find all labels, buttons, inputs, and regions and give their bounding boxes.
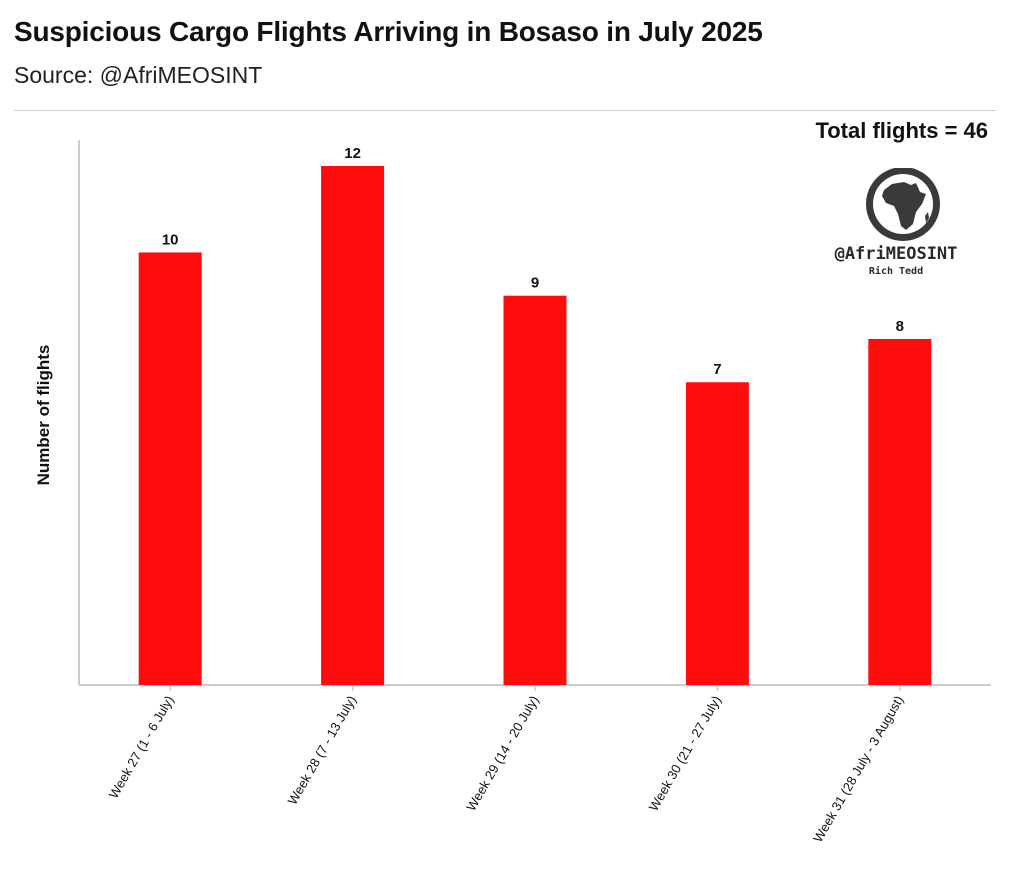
y-axis-label: Number of flights — [34, 344, 53, 486]
x-tick-label-1: Week 27 (1 - 6 July) — [106, 693, 177, 801]
bar-5 — [868, 338, 932, 685]
x-tick-label-2: Week 28 (7 - 13 July) — [285, 693, 360, 807]
data-label-4: 7 — [713, 361, 721, 378]
data-label-1: 10 — [162, 231, 179, 248]
bar-1 — [138, 252, 202, 685]
data-label-3: 9 — [531, 275, 539, 292]
data-label-5: 8 — [896, 318, 904, 335]
bar-4 — [685, 382, 749, 685]
x-tick-label-3: Week 29 (14 - 20 July) — [463, 693, 541, 814]
watermark-name: Rich Tedd — [868, 266, 924, 277]
chart-title: Suspicious Cargo Flights Arriving in Bos… — [14, 16, 763, 47]
watermark-handle: @AfriMEOSINT — [834, 244, 958, 264]
chart-subtitle: Source: @AfriMEOSINT — [14, 62, 263, 88]
total-flights-label: Total flights = 46 — [815, 118, 988, 143]
bar-3 — [503, 295, 567, 685]
watermark-logo: @AfriMEOSINT Rich Tedd — [800, 167, 992, 280]
africa-globe-icon — [866, 167, 940, 241]
x-tick-label-4: Week 30 (21 - 27 July) — [646, 693, 724, 814]
header-divider — [14, 110, 996, 111]
x-tick-label-5: Week 31 (28 July - 3 August) — [810, 693, 906, 845]
data-label-2: 12 — [344, 145, 361, 162]
bar-2 — [321, 165, 385, 685]
